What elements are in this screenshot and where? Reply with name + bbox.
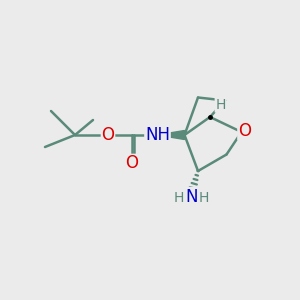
Text: N: N	[185, 188, 198, 206]
Text: H: H	[215, 98, 226, 112]
Text: NH: NH	[145, 126, 170, 144]
Text: O: O	[238, 122, 251, 140]
Text: O: O	[101, 126, 115, 144]
Polygon shape	[158, 130, 184, 140]
Text: O: O	[125, 154, 139, 172]
Text: H: H	[174, 191, 184, 205]
Text: H: H	[199, 191, 209, 205]
